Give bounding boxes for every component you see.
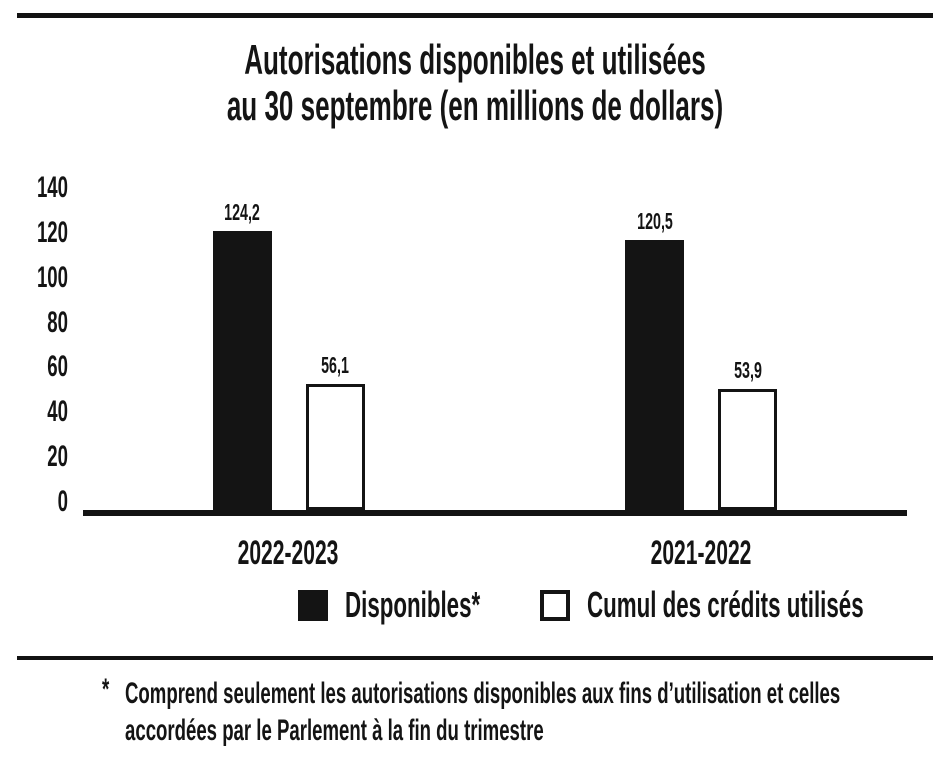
y-tick-label-100: 100: [36, 260, 68, 294]
bar-value-label-disponibles-2022-2023: 124,2: [224, 199, 260, 226]
x-axis-baseline: [83, 510, 907, 516]
footnote-divider-rule: [17, 656, 933, 660]
legend-swatch-cumul-credits: [540, 590, 570, 621]
y-tick-label-120: 120: [36, 215, 68, 249]
footnote-asterisk: *: [102, 673, 110, 706]
footnote-line-1: Comprend seulement les autorisations dis…: [125, 677, 841, 710]
chart-title-line-1: Autorisations disponibles et utilisées: [244, 36, 706, 83]
y-tick-label-40: 40: [47, 395, 68, 429]
bar-disponibles-2021-2022: [625, 239, 684, 510]
y-tick-label-20: 20: [47, 440, 68, 474]
footnote-line-2: accordées par le Parlement à la fin du t…: [125, 714, 544, 747]
bar-value-label-disponibles-2021-2022: 120,5: [636, 207, 673, 234]
y-tick-label-80: 80: [47, 305, 68, 339]
category-label-2021-2022: 2021-2022: [650, 534, 752, 572]
legend-label-cumul-credits: Cumul des crédits utilisés: [587, 584, 864, 625]
category-label-2022-2023: 2022-2023: [237, 534, 339, 572]
bar-cumul-utilises-2022-2023: [305, 384, 365, 510]
bar-value-label-cumul-utilises-2022-2023: 56,1: [321, 352, 349, 379]
y-tick-label-60: 60: [47, 350, 68, 384]
top-divider-rule: [17, 13, 933, 18]
bar-disponibles-2022-2023: [212, 231, 272, 510]
y-tick-label-140: 140: [36, 170, 68, 204]
legend-swatch-disponibles: [298, 590, 328, 621]
legend-label-disponibles: Disponibles*: [345, 584, 481, 625]
bar-value-label-cumul-utilises-2021-2022: 53,9: [733, 357, 762, 384]
y-tick-label-0: 0: [57, 485, 68, 518]
chart-title-line-2: au 30 septembre (en millions de dollars): [226, 82, 724, 129]
bar-cumul-utilises-2021-2022: [718, 389, 777, 510]
